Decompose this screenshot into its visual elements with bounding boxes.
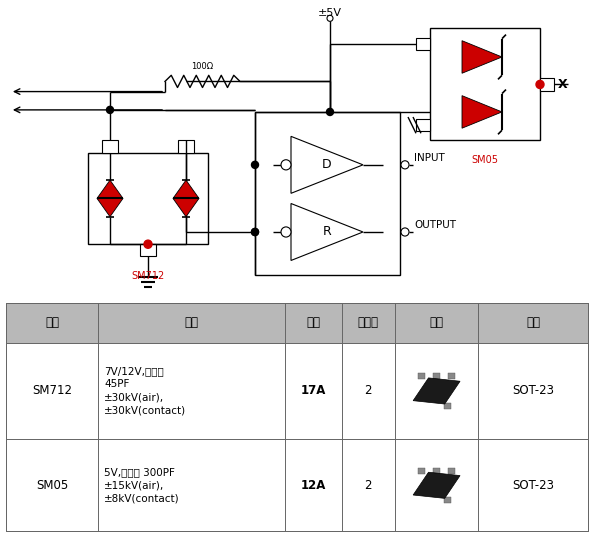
Circle shape [281,160,291,170]
Circle shape [327,108,333,115]
Polygon shape [462,41,502,73]
Circle shape [327,15,333,21]
Bar [448,467,455,473]
Bar [102,140,118,153]
Bar [448,373,455,379]
Bar [88,153,208,244]
Circle shape [536,80,544,88]
Bar [540,78,554,91]
Bar [433,467,440,473]
Text: 外观: 外观 [429,316,444,329]
Bar [6,302,588,343]
Text: 17A: 17A [301,384,326,398]
Text: SOT-23: SOT-23 [512,479,554,492]
Polygon shape [97,198,123,217]
Bar [255,112,400,275]
Text: 2: 2 [365,479,372,492]
Text: SOT-23: SOT-23 [512,384,554,398]
Text: OUTPUT: OUTPUT [414,220,456,230]
Text: 100Ω: 100Ω [191,62,213,71]
Text: ±5V: ±5V [318,8,342,18]
Polygon shape [291,136,363,193]
Bar [444,497,451,503]
Circle shape [144,240,152,248]
Polygon shape [291,204,363,260]
Bar [140,244,156,256]
Bar [413,378,460,404]
Text: 型号: 型号 [45,316,59,329]
Circle shape [401,228,409,236]
Text: 通道数: 通道数 [358,316,379,329]
Polygon shape [173,198,199,217]
Text: SM712: SM712 [32,384,72,398]
Circle shape [281,227,291,237]
Circle shape [251,161,258,168]
Bar [433,373,440,379]
Bar [418,467,425,473]
Bar [416,119,430,131]
Text: 电流: 电流 [307,316,320,329]
Circle shape [401,161,409,169]
Polygon shape [173,180,199,198]
Text: 7V/12V,双向，
45PF
±30kV(air),
±30kV(contact): 7V/12V,双向， 45PF ±30kV(air), ±30kV(contac… [104,366,186,416]
Text: R: R [323,226,331,239]
Bar [6,343,588,440]
Text: SM05: SM05 [472,155,498,165]
Bar [413,472,460,498]
Text: 封装: 封装 [526,316,540,329]
Bar [416,38,430,50]
Text: 12A: 12A [301,479,326,492]
Circle shape [251,228,258,235]
Bar [430,28,540,140]
Text: SM05: SM05 [36,479,68,492]
Text: X: X [558,78,568,91]
Polygon shape [97,180,123,198]
Circle shape [251,228,258,235]
Bar [6,440,588,531]
Bar [418,373,425,379]
Text: 5V,单向， 300PF
±15kV(air),
±8kV(contact): 5V,单向， 300PF ±15kV(air), ±8kV(contact) [104,467,179,503]
Text: D: D [322,158,332,172]
Text: INPUT: INPUT [414,153,445,163]
Polygon shape [462,95,502,128]
Text: SM712: SM712 [131,271,165,281]
Circle shape [106,106,113,114]
Text: 描述: 描述 [185,316,198,329]
Bar [178,140,194,153]
Bar [444,403,451,408]
Text: 2: 2 [365,384,372,398]
